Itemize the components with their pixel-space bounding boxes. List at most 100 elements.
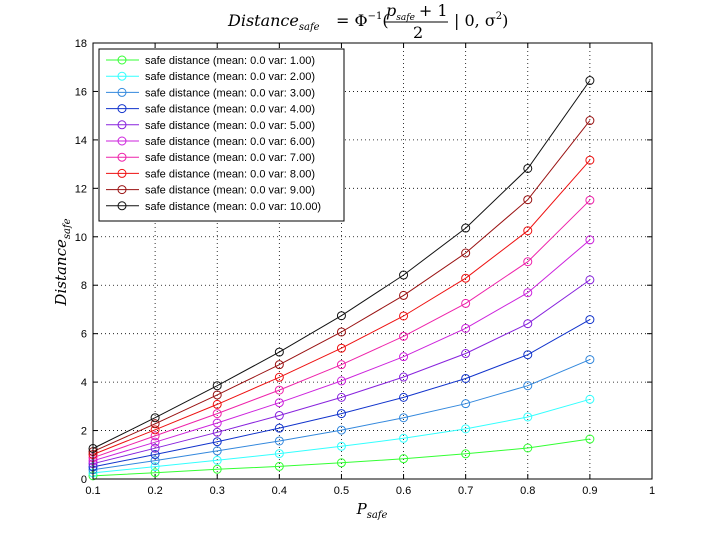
data-point [461, 223, 471, 233]
ticks: 0.1 0.2 0.3 0.4 0.5 0.6 0.7 0.8 0.9 1024681012141… [75, 38, 655, 497]
data-point [212, 446, 222, 456]
data-point [523, 381, 533, 391]
x-tick-label: 0.3 [210, 485, 225, 497]
data-point [523, 319, 533, 329]
series-line [92, 398, 591, 474]
y-tick-label: 2 [81, 426, 87, 438]
series-3 [88, 355, 595, 475]
x-tick-label: 0.1 [85, 485, 100, 497]
data-point [523, 350, 533, 360]
data-point [274, 398, 284, 408]
legend-label: safe distance (mean: 0.0 var: 2.00) [145, 71, 315, 83]
legend-label: safe distance (mean: 0.0 var: 6.00) [145, 136, 315, 148]
legend-swatch-marker [117, 168, 127, 178]
data-point [399, 413, 409, 423]
data-point [585, 394, 595, 404]
data-point [212, 437, 222, 447]
data-point [461, 323, 471, 333]
data-point [336, 376, 346, 386]
series-line [92, 159, 591, 455]
y-tick-label: 14 [75, 135, 87, 147]
legend-swatch-marker [117, 152, 127, 162]
data-point [336, 311, 346, 321]
y-tick-label: 4 [81, 377, 87, 389]
legend-label: safe distance (mean: 0.0 var: 8.00) [145, 168, 315, 180]
data-point [585, 315, 595, 325]
data-point [274, 411, 284, 421]
data-point [585, 195, 595, 205]
data-point [585, 355, 595, 365]
data-point [336, 343, 346, 353]
x-tick-label: 1 [649, 485, 655, 497]
data-point [461, 298, 471, 308]
series-7 [88, 195, 595, 463]
legend-swatch-marker [117, 120, 127, 130]
data-point [150, 425, 160, 435]
legend-entry: safe distance (mean: 0.0 var: 2.00) [106, 71, 315, 83]
data-point [399, 454, 409, 464]
data-point [399, 433, 409, 443]
y-axis-label: Distancesafe [52, 218, 73, 306]
data-point [150, 456, 160, 466]
data-point [212, 381, 222, 391]
data-point [399, 270, 409, 280]
series-line [92, 199, 591, 459]
legend-label: safe distance (mean: 0.0 var: 9.00) [145, 185, 315, 197]
data-point [523, 288, 533, 298]
legend-swatch-marker [117, 136, 127, 146]
chart-title: Distancesafe = Φ−1( psafe + 1 2 | 0, σ2) [227, 1, 508, 42]
series-line [92, 359, 591, 471]
data-point [523, 163, 533, 173]
data-point [399, 372, 409, 382]
legend-swatch-marker [117, 185, 127, 195]
legend-entry: safe distance (mean: 0.0 var: 7.00) [106, 152, 315, 164]
x-tick-label: 0.9 [582, 485, 597, 497]
data-point [336, 425, 346, 435]
data-point [523, 443, 533, 453]
series-line [92, 319, 591, 468]
data-point [212, 464, 222, 474]
data-point [585, 155, 595, 165]
data-point [461, 373, 471, 383]
data-point [150, 437, 160, 447]
y-tick-label: 12 [75, 183, 87, 195]
legend-entry: safe distance (mean: 0.0 var: 6.00) [106, 136, 315, 148]
data-point [150, 413, 160, 423]
title-cond: | 0, σ2) [454, 11, 508, 30]
series-line [92, 120, 591, 453]
title-frac-num: psafe + 1 [386, 1, 448, 23]
legend-label: safe distance (mean: 0.0 var: 3.00) [145, 87, 315, 99]
data-point [399, 311, 409, 321]
data-point [150, 419, 160, 429]
data-point [212, 409, 222, 419]
data-point [523, 195, 533, 205]
x-tick-label: 0.6 [396, 485, 411, 497]
legend-swatch-marker [117, 55, 127, 65]
x-tick-label: 0.8 [520, 485, 535, 497]
x-axis-label: Psafe [356, 500, 388, 521]
data-point [150, 462, 160, 472]
data-point [150, 450, 160, 460]
title-eq: = Φ−1( [336, 11, 389, 30]
legend-entry: safe distance (mean: 0.0 var: 5.00) [106, 120, 315, 132]
data-point [461, 424, 471, 434]
series-line [92, 80, 591, 449]
series-line [92, 438, 590, 477]
legend-entry: safe distance (mean: 0.0 var: 3.00) [106, 87, 315, 99]
legend-swatch-marker [117, 71, 127, 81]
data-point [336, 360, 346, 370]
data-point [150, 443, 160, 453]
y-tick-label: 16 [75, 86, 87, 98]
series-1 [88, 434, 595, 481]
x-tick-label: 0.7 [458, 485, 473, 497]
legend-entry: safe distance (mean: 0.0 var: 4.00) [106, 104, 315, 116]
data-point [399, 290, 409, 300]
data-point [212, 418, 222, 428]
series-9 [88, 116, 595, 457]
data-point [274, 347, 284, 357]
data-point [461, 273, 471, 283]
series-line [92, 279, 591, 465]
data-point [399, 392, 409, 402]
legend-label: safe distance (mean: 0.0 var: 1.00) [145, 55, 315, 67]
